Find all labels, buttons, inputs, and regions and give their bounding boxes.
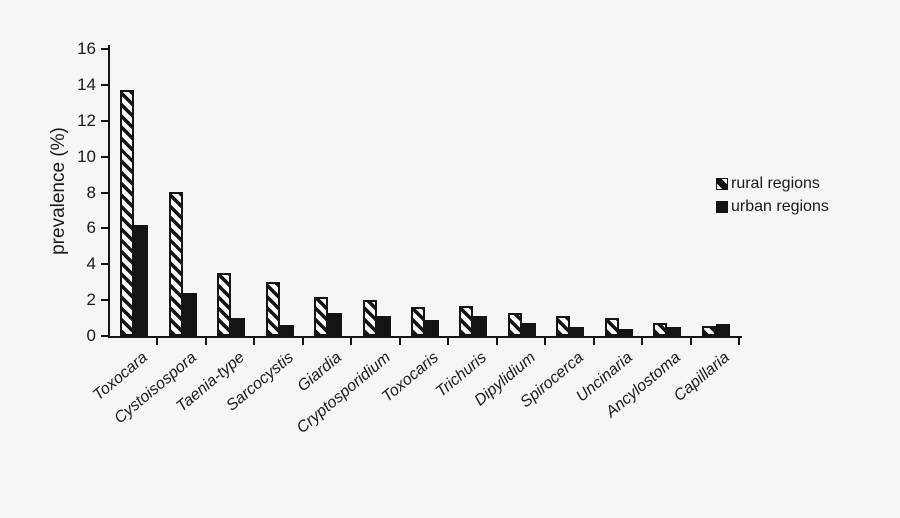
urban-solid-swatch-icon (716, 201, 728, 213)
bar-rural-cryptosporidium (362, 300, 377, 336)
y-tick (101, 263, 108, 266)
legend-label-urban: urban regions (731, 198, 829, 215)
bar-rural-toxocara (120, 90, 135, 336)
y-tick (101, 155, 108, 158)
bar-rural-trichuris (459, 306, 474, 336)
x-tick (301, 338, 304, 345)
bar-urban-uncinaria (618, 329, 633, 336)
y-tick (101, 191, 108, 194)
bar-urban-sarcocystis (279, 325, 294, 336)
legend-item-urban: urban regions (716, 199, 829, 215)
bar-rural-sarcocystis (265, 282, 280, 336)
bar-urban-spirocerca (570, 327, 585, 336)
x-tick (398, 338, 401, 345)
bar-rural-taenia-type (217, 273, 232, 336)
bar-rural-spirocerca (556, 316, 571, 336)
bar-urban-toxocara (134, 225, 149, 336)
x-tick (544, 338, 547, 345)
bar-rural-dipylidium (507, 313, 522, 336)
bar-urban-dipylidium (521, 323, 536, 336)
x-tick (253, 338, 256, 345)
bar-urban-toxocaris (425, 320, 439, 336)
y-tick-label: 0 (86, 326, 96, 345)
bar-rural-capillaria (701, 326, 716, 336)
y-tick (101, 119, 108, 122)
x-tick (592, 338, 595, 345)
bar-rural-cystoisospora (168, 192, 183, 336)
x-tick (204, 338, 207, 345)
x-tick (156, 338, 159, 345)
legend: rural regions urban regions (716, 176, 829, 215)
legend-label-rural: rural regions (731, 175, 820, 192)
x-tick (641, 338, 644, 345)
y-tick (101, 83, 108, 86)
y-tick (101, 227, 108, 230)
bar-urban-trichuris (473, 316, 488, 336)
y-tick-label: 8 (86, 182, 96, 202)
bar-rural-uncinaria (604, 318, 619, 336)
bar-urban-giardia (328, 313, 343, 336)
y-tick-label: 16 (77, 39, 96, 58)
y-tick-label: 10 (77, 146, 96, 166)
y-tick-label: 4 (86, 254, 96, 274)
rural-hatched-swatch-icon (716, 178, 728, 190)
bar-urban-taenia-type (231, 318, 246, 336)
bar-urban-cryptosporidium (376, 316, 391, 336)
x-axis-line (108, 336, 742, 338)
y-tick-label: 14 (77, 74, 96, 94)
bar-rural-giardia (314, 297, 329, 336)
x-tick (447, 338, 450, 345)
bar-urban-cystoisospora (182, 293, 197, 336)
x-tick (738, 338, 740, 345)
x-tick (495, 338, 498, 345)
y-tick (101, 48, 108, 50)
bar-urban-capillaria (715, 324, 730, 336)
x-tick (689, 338, 692, 345)
bar-urban-ancylostoma (667, 327, 682, 336)
y-tick-label: 2 (86, 290, 96, 310)
y-tick (101, 335, 108, 337)
x-tick (350, 338, 353, 345)
y-tick (101, 299, 108, 302)
y-axis-line (108, 45, 110, 338)
y-tick-label: 6 (86, 218, 96, 238)
bar-rural-toxocaris (411, 307, 425, 336)
y-tick-label: 12 (77, 110, 96, 130)
bar-rural-ancylostoma (653, 323, 668, 336)
legend-item-rural: rural regions (716, 176, 829, 192)
